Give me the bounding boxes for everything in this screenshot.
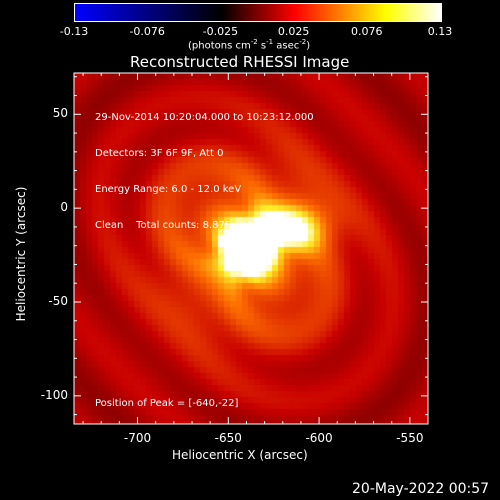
peak-position: Position of Peak = [-640,-22] (95, 398, 239, 409)
chart-title: Reconstructed RHESSI Image (130, 53, 350, 71)
colorbar-tick-label: 0.025 (277, 25, 310, 38)
info-energy-range: Energy Range: 6.0 - 12.0 keV (95, 184, 242, 195)
x-tick-label: -550 (396, 431, 424, 445)
heatmap-image (74, 73, 428, 424)
plot-area (74, 73, 428, 424)
observation-info: 29-Nov-2014 10:20:04.000 to 10:23:12.000… (95, 88, 314, 244)
y-tick-label: 0 (60, 200, 68, 215)
colorbar-tick-label: 0.076 (351, 25, 383, 38)
x-tick-label: -700 (123, 431, 152, 445)
x-tick-label: -600 (305, 431, 333, 445)
x-axis-label: Heliocentric X (arcsec) (172, 448, 308, 462)
colorbar-gradient (75, 4, 441, 21)
footer-timestamp: 20-May-2022 00:57 (352, 481, 490, 497)
colorbar-tick-label: -0.025 (202, 25, 239, 38)
y-tick-label: 50 (52, 106, 68, 121)
colorbar-tick-label: 0.13 (427, 25, 453, 38)
y-axis-label: Heliocentric Y (arcsec) (14, 186, 28, 322)
colorbar-tick-label: -0.13 (59, 25, 89, 38)
info-detectors: Detectors: 3F 6F 9F, Att 0 (95, 148, 224, 159)
info-total-counts: Clean Total counts: 8.87E+04 (95, 220, 253, 231)
colorbar (74, 3, 442, 22)
y-tick-label: -50 (48, 293, 68, 308)
y-tick-label: -100 (40, 387, 68, 402)
plot-frame (73, 72, 429, 425)
x-tick-label: -650 (214, 431, 242, 445)
colorbar-tick-label: -0.076 (129, 25, 165, 38)
colorbar-units: (photons cm-2 s-1 asec-2) (188, 38, 311, 52)
info-time-range: 29-Nov-2014 10:20:04.000 to 10:23:12.000 (95, 112, 314, 123)
